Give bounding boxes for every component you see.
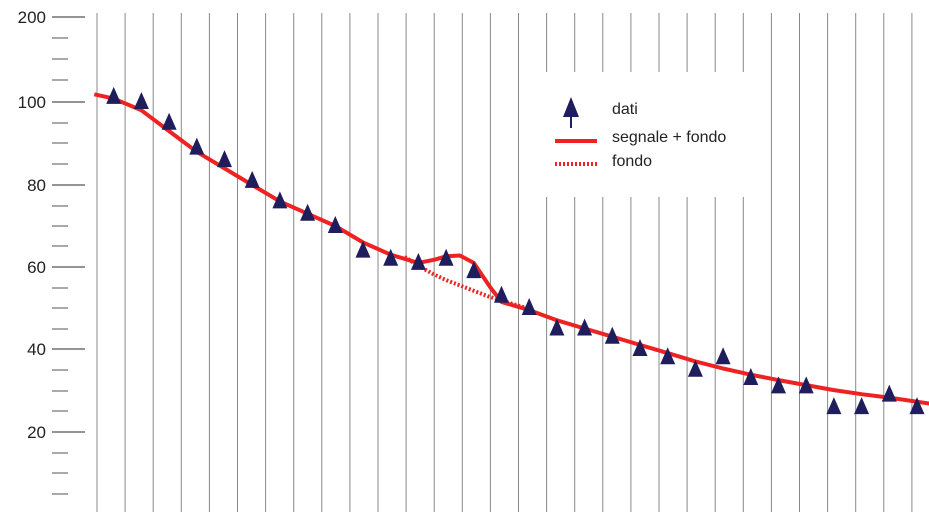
data-point xyxy=(244,170,260,188)
legend-marker-dati xyxy=(563,97,579,117)
y-tick-label: 80 xyxy=(27,176,46,195)
data-point xyxy=(881,384,897,402)
legend-label-dati: dati xyxy=(612,101,638,118)
data-point xyxy=(715,347,731,365)
curves xyxy=(93,92,929,406)
data-point xyxy=(383,248,399,266)
data-point xyxy=(632,339,648,356)
legend-background xyxy=(540,72,750,197)
data-point xyxy=(438,248,454,266)
data-point xyxy=(798,376,814,394)
data-point xyxy=(355,240,371,258)
legend-label-signal: segnale + fondo xyxy=(612,129,726,146)
data-point xyxy=(909,397,925,415)
data-point xyxy=(161,112,177,130)
data-point xyxy=(272,191,288,209)
y-tick-label: 100 xyxy=(18,93,46,112)
y-tick-label: 60 xyxy=(27,258,46,277)
y-tick-label: 20 xyxy=(27,423,46,442)
data-point xyxy=(604,326,620,344)
y-tick-label: 40 xyxy=(27,340,46,359)
data-point xyxy=(133,92,149,109)
signal-plus-background-curve xyxy=(93,92,929,406)
data-point xyxy=(854,397,870,415)
data-point xyxy=(660,347,676,365)
legend-label-fondo: fondo xyxy=(612,153,652,170)
data-point xyxy=(521,298,537,315)
data-point xyxy=(577,318,593,336)
data-point xyxy=(743,368,759,386)
data-point xyxy=(217,150,232,168)
data-point xyxy=(106,86,122,104)
grid-lines xyxy=(96,13,913,512)
data-point xyxy=(189,137,205,155)
data-point xyxy=(327,216,343,233)
legend: dati segnale + fondo fondo xyxy=(555,97,726,170)
data-point xyxy=(300,203,316,221)
data-point xyxy=(826,397,842,415)
data-point xyxy=(771,376,786,394)
data-point xyxy=(687,359,703,377)
data-points xyxy=(106,86,925,415)
data-point xyxy=(549,318,565,336)
data-point xyxy=(494,285,509,303)
data-point xyxy=(410,252,426,270)
data-point xyxy=(466,261,482,279)
y-tick-label: 200 xyxy=(18,8,46,27)
y-axis: 200 100 80 60 40 20 xyxy=(18,8,85,495)
